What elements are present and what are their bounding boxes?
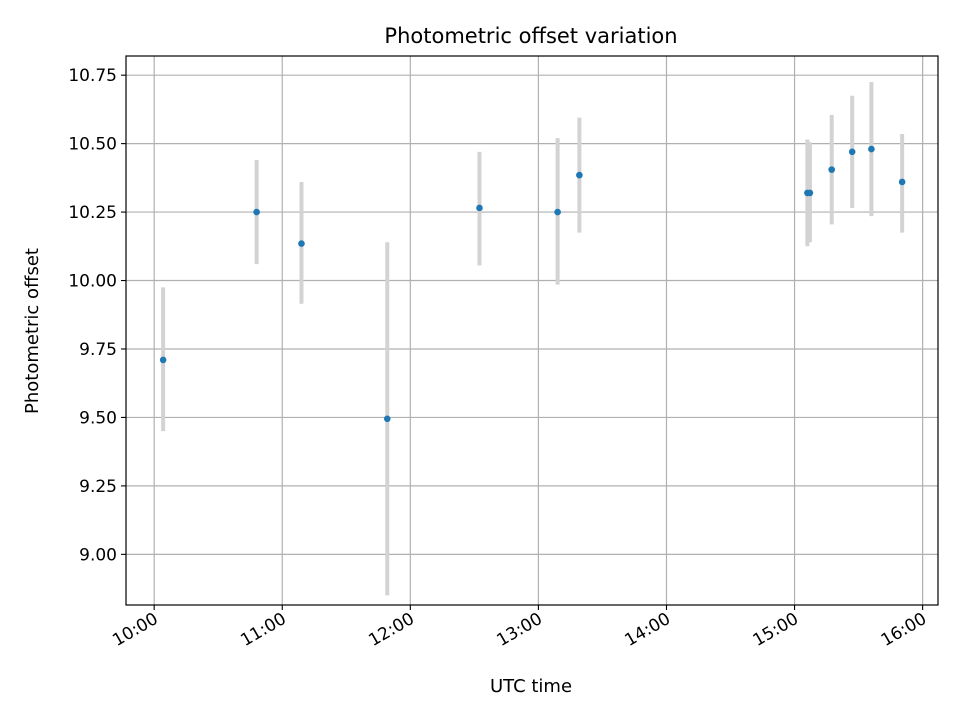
data-point — [476, 204, 483, 212]
x-tick-label: 11:00 — [237, 609, 289, 651]
y-tick-label: 9.00 — [79, 545, 117, 565]
y-tick-label: 10.75 — [68, 66, 117, 86]
data-point — [898, 178, 906, 186]
y-tick-label: 10.25 — [68, 203, 117, 223]
x-tick-label: 12:00 — [365, 609, 417, 651]
x-tick-label: 15:00 — [750, 609, 802, 651]
y-tick-label: 9.50 — [79, 408, 117, 428]
x-tick-label: 13:00 — [493, 609, 545, 651]
chart-title: Photometric offset variation — [384, 24, 677, 48]
data-point — [159, 356, 167, 364]
data-point — [253, 208, 260, 216]
data-point — [554, 208, 561, 216]
plot-frame — [125, 55, 939, 606]
data-point — [383, 415, 391, 423]
data-point — [298, 240, 305, 247]
y-axis-title: Photometric offset — [22, 248, 43, 414]
grid — [126, 56, 938, 605]
x-axis-title: UTC time — [490, 676, 572, 697]
data-point — [576, 171, 583, 179]
x-tick-label: 10:00 — [109, 609, 161, 651]
errorbars — [161, 82, 905, 596]
data-point — [828, 166, 835, 173]
y-axis-ticks: 9.00 9.25 9.50 9.75 10.00 10.25 10.50 10.75 — [68, 66, 126, 565]
x-axis-ticks: 10:00 11:00 12:00 13:00 14:00 15:00 16:00 — [109, 605, 930, 651]
x-tick-label: 16:00 — [878, 609, 930, 651]
data-point — [848, 148, 856, 156]
y-tick-label: 9.75 — [79, 340, 117, 360]
y-tick-label: 9.25 — [79, 477, 117, 497]
y-tick-label: 10.00 — [68, 272, 117, 292]
data-points — [159, 145, 906, 423]
x-tick-label: 14:00 — [622, 609, 674, 651]
y-tick-label: 10.50 — [68, 135, 117, 155]
data-point — [868, 145, 875, 153]
data-point — [806, 189, 814, 197]
